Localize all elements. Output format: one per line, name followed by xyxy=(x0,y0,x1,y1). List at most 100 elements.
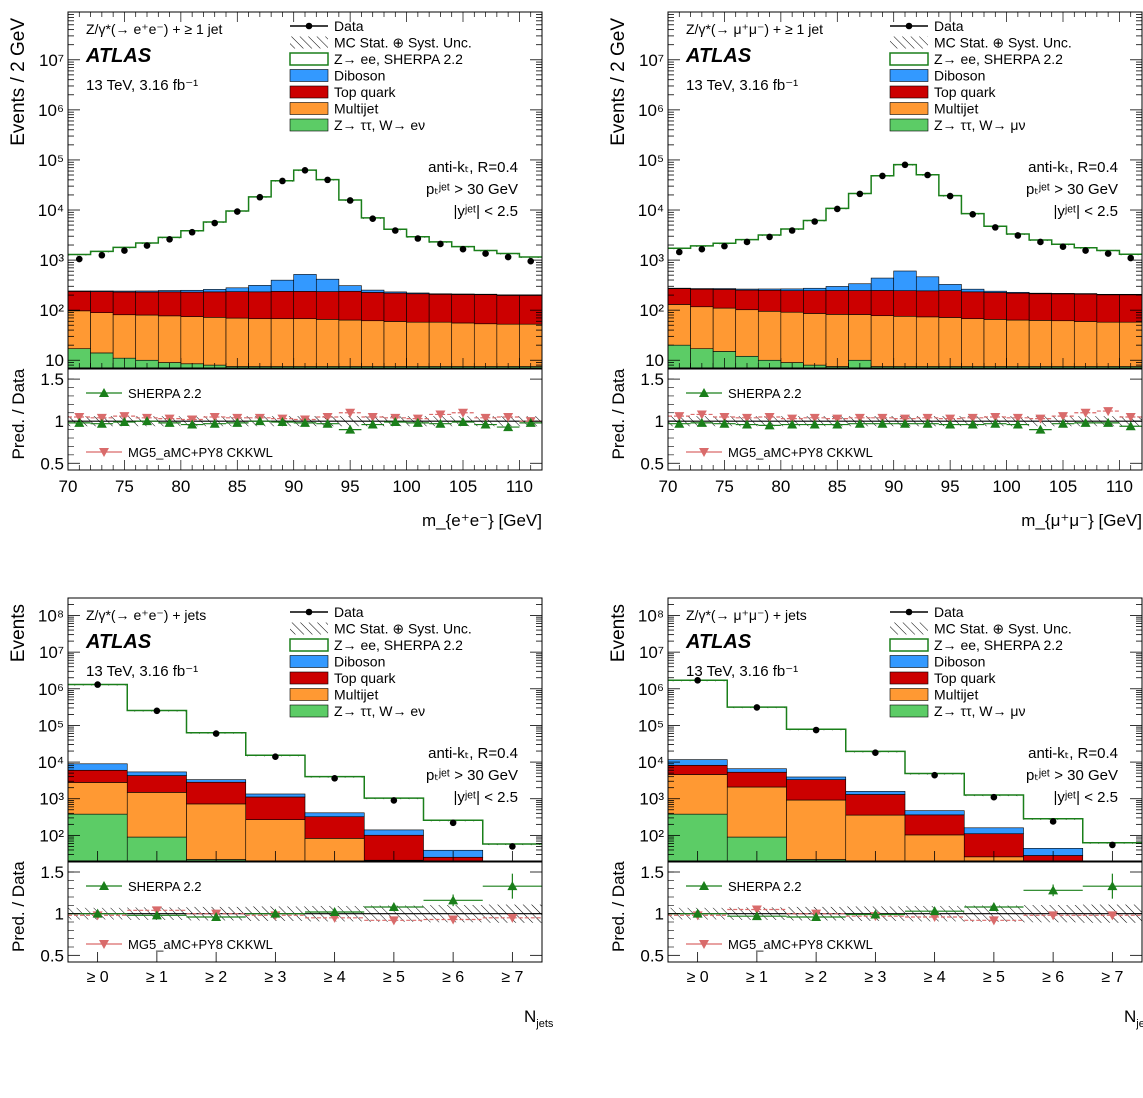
sherpa-ratio-marker xyxy=(877,418,888,428)
diboson-bar xyxy=(519,294,542,296)
sherpa-ratio-marker xyxy=(1080,417,1091,427)
multijet-bar xyxy=(112,314,137,359)
data-point xyxy=(504,253,512,261)
multijet-bar xyxy=(68,782,128,815)
y-tick-label: 10⁷ xyxy=(39,51,64,70)
sherpa-ratio-marker xyxy=(435,418,446,428)
sherpa-ratio-marker xyxy=(329,907,340,916)
legend-swatch xyxy=(289,85,329,99)
data-point xyxy=(346,197,354,204)
legend-label: Z→ ee, SHERPA 2.2 xyxy=(334,51,463,67)
multijet-bar xyxy=(780,311,804,363)
data-point xyxy=(753,704,761,711)
sherpa-ratio-marker xyxy=(300,417,310,427)
x-axis-label: Njets xyxy=(1124,1007,1143,1030)
legend-unc-swatch xyxy=(890,622,928,635)
x-tick-label: ≥ 2 xyxy=(205,969,227,986)
x-tick-label: ≥ 3 xyxy=(864,969,886,986)
x-axis-label: Njets xyxy=(524,1007,554,1030)
legend-label: MC Stat. ⊕ Syst. Unc. xyxy=(334,35,472,51)
mg5-ratio-marker xyxy=(329,913,340,923)
ratio-panel: 0.5 1 1.5 Pred. / Data SHERPA 2.2 MG5_aMC+PY8… xyxy=(9,368,543,473)
top-quark-bar xyxy=(157,291,182,317)
legend-swatch xyxy=(889,638,929,652)
mg5-ratio-marker xyxy=(448,915,459,925)
legend-label: Z→ ee, SHERPA 2.2 xyxy=(934,637,1063,653)
diboson-bar xyxy=(270,279,295,292)
legend-label: Data xyxy=(334,18,364,34)
sherpa-ratio-marker xyxy=(870,909,881,919)
y-tick-label: 10 xyxy=(45,351,64,370)
sherpa-ratio-marker xyxy=(1103,417,1114,427)
legend-label: Data xyxy=(934,18,964,34)
ratio-y-axis-label: Pred. / Data xyxy=(609,861,628,952)
multijet-bar xyxy=(315,319,340,367)
data-point xyxy=(1059,243,1067,251)
top-quark-bar xyxy=(406,293,430,323)
diboson-bar xyxy=(245,793,306,798)
atlas-label: ATLAS xyxy=(685,631,752,653)
jet-cut-label: anti-kₜ, R=0.4 xyxy=(428,745,518,762)
data-point xyxy=(75,255,83,263)
diboson-bar xyxy=(780,288,804,291)
legend-label: Z→ ττ, W→ μν xyxy=(934,117,1025,133)
multijet-bar xyxy=(1073,321,1098,367)
sherpa-ratio-marker xyxy=(151,910,162,920)
mg5-ratio-marker xyxy=(1012,413,1023,423)
diboson-bar xyxy=(668,759,728,766)
y-tick-label: 10⁶ xyxy=(38,101,64,120)
mg5-ratio-marker xyxy=(388,916,399,926)
data-point xyxy=(879,172,886,180)
sherpa-ratio-marker xyxy=(458,417,468,427)
x-tick-label: ≥ 0 xyxy=(87,969,109,986)
top-quark-bar xyxy=(473,294,498,325)
y-tick-label: 10⁶ xyxy=(638,101,664,120)
multijet-bar xyxy=(690,306,714,350)
legend-swatch xyxy=(889,671,929,685)
mg5-ratio-marker xyxy=(674,412,685,422)
top-quark-bar xyxy=(845,794,906,816)
data-point xyxy=(721,242,728,250)
panel-bottom-right: 10² 10³ 10⁴ 10⁵ 10⁶ 10⁷ 10⁸ Events Z/γ*(→ μ⁺μ⁻) … xyxy=(608,597,1143,1030)
data-point xyxy=(527,257,535,265)
data-point xyxy=(324,176,331,184)
sherpa-ratio-marker xyxy=(696,417,707,427)
x-tick-label: 90 xyxy=(284,477,303,496)
y-tick-label: 10⁵ xyxy=(638,151,664,170)
x-tick-label: 70 xyxy=(659,477,678,496)
mg5-ratio-marker xyxy=(74,412,85,422)
data-point xyxy=(212,730,220,737)
multijet-bar xyxy=(757,310,782,361)
data-point xyxy=(833,205,841,213)
sherpa-ratio-marker xyxy=(719,418,730,428)
x-tick-label: ≥ 7 xyxy=(501,969,523,986)
sherpa-ratio-marker xyxy=(448,895,459,905)
mg5-ratio-marker xyxy=(1035,414,1046,424)
mg5-ratio-marker xyxy=(854,413,865,423)
data-point xyxy=(856,190,864,198)
top-quark-bar xyxy=(112,291,137,316)
data-point xyxy=(121,247,128,254)
panel-top-left: 10 10² 10³ 10⁴ 10⁵ 10⁶ 10⁷ Events / 2 GeV Z/γ*(→… xyxy=(8,11,543,530)
top-quark-bar xyxy=(1073,293,1098,322)
y-axis-label: Events / 2 GeV xyxy=(8,18,29,146)
diboson-bar xyxy=(893,270,917,291)
multijet-bar xyxy=(961,318,985,367)
legend-label: Diboson xyxy=(934,68,985,84)
y-tick-label: 10³ xyxy=(639,790,664,809)
mg5-legend-label: MG5_aMC+PY8 CKKWL xyxy=(728,937,873,952)
process-label: Z/γ*(→ μ⁺μ⁻) + ≥ 1 jet xyxy=(686,21,823,37)
data-point xyxy=(437,240,444,248)
ratio-y-tick-label: 0.5 xyxy=(640,946,664,965)
diboson-bar xyxy=(938,284,962,291)
sherpa-ratio-marker xyxy=(692,908,703,918)
mg5-legend-marker xyxy=(699,940,709,949)
data-point xyxy=(698,245,706,253)
sherpa-legend-label: SHERPA 2.2 xyxy=(128,879,201,894)
multijet-bar xyxy=(293,318,317,367)
y-tick-label: 10² xyxy=(639,826,664,845)
sherpa-ratio-marker xyxy=(945,419,956,429)
ratio-frame xyxy=(667,861,1143,963)
top-quark-bar xyxy=(904,814,965,836)
data-point xyxy=(1082,247,1089,254)
